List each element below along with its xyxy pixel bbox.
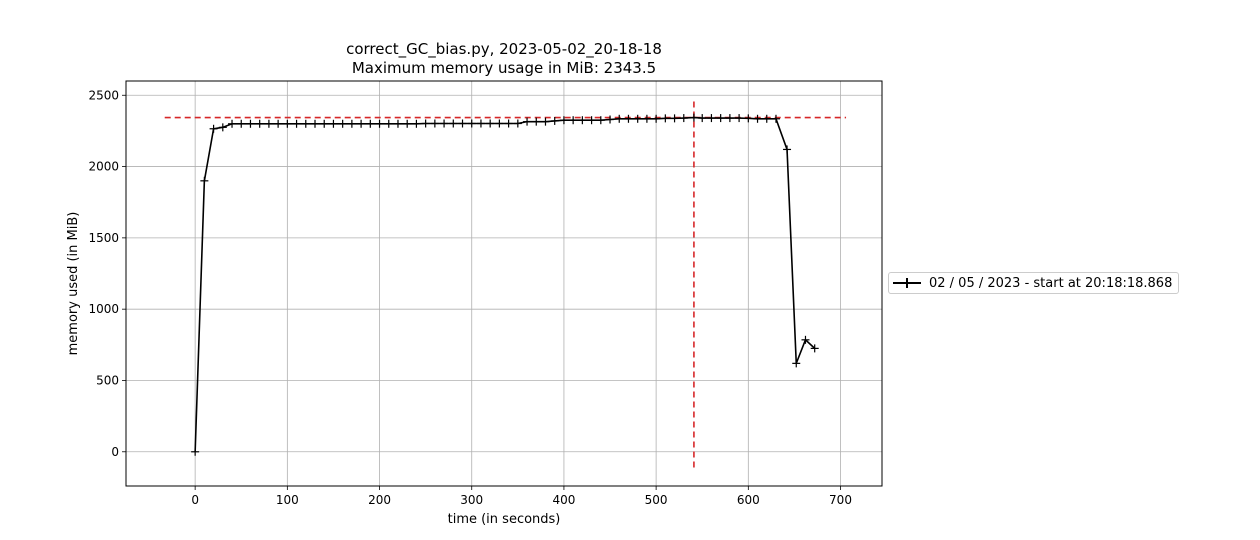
data-point-marker — [421, 119, 430, 128]
data-point-marker — [661, 114, 670, 123]
data-point-marker — [569, 116, 578, 125]
data-point-marker — [532, 117, 541, 126]
data-point-marker — [458, 119, 467, 128]
data-point-marker — [255, 119, 264, 128]
chart-title: correct_GC_bias.py, 2023-05-02_20-18-18 — [346, 40, 662, 58]
data-point-marker — [801, 335, 810, 344]
data-point-marker — [679, 114, 688, 123]
grid — [126, 81, 882, 486]
data-point-marker — [596, 116, 605, 125]
data-point-marker — [449, 119, 458, 128]
chart-subtitle: Maximum memory usage in MiB: 2343.5 — [351, 59, 657, 77]
data-point-marker — [274, 119, 283, 128]
data-point-marker — [578, 116, 587, 125]
data-point-marker — [652, 114, 661, 123]
data-point-marker — [642, 114, 651, 123]
data-point-marker — [476, 119, 485, 128]
x-tick-label: 0 — [191, 493, 199, 507]
data-point-marker — [393, 119, 402, 128]
legend-label: 02 / 05 / 2023 - start at 20:18:18.868 — [929, 275, 1173, 291]
y-tick-label: 2500 — [88, 88, 119, 102]
x-axis-label: time (in seconds) — [448, 512, 561, 527]
x-tick-label: 500 — [645, 493, 668, 507]
data-point-marker — [762, 114, 771, 123]
data-point-marker — [716, 114, 725, 123]
data-point-marker — [735, 114, 744, 123]
data-point-marker — [587, 116, 596, 125]
legend: 02 / 05 / 2023 - start at 20:18:18.868 — [888, 272, 1180, 294]
y-axis-label: memory used (in MiB) — [66, 212, 81, 356]
data-point-marker — [486, 119, 495, 128]
data-point-marker — [523, 117, 532, 126]
x-tick-label: 400 — [552, 493, 575, 507]
x-tick-label: 200 — [368, 493, 391, 507]
data-point-marker — [810, 344, 819, 353]
x-tick-label: 600 — [737, 493, 760, 507]
data-point-marker — [615, 114, 624, 123]
legend-line-marker-icon — [893, 277, 921, 289]
y-tick-label: 1500 — [88, 231, 119, 245]
data-point-marker — [689, 113, 698, 122]
data-point-marker — [792, 359, 801, 368]
data-point-marker — [384, 119, 393, 128]
x-tick-label: 300 — [460, 493, 483, 507]
data-point-marker — [200, 176, 209, 185]
data-point-marker — [744, 114, 753, 123]
data-point-marker — [550, 116, 559, 125]
data-point-marker — [209, 124, 218, 133]
data-point-marker — [228, 119, 237, 128]
data-point-marker — [606, 115, 615, 124]
data-point-marker — [725, 114, 734, 123]
data-point-marker — [670, 114, 679, 123]
data-point-marker — [338, 119, 347, 128]
data-point-marker — [430, 119, 439, 128]
data-point-marker — [320, 119, 329, 128]
data-point-marker — [412, 119, 421, 128]
series-line — [194, 116, 816, 452]
data-point-marker — [771, 114, 780, 123]
data-point-marker — [357, 119, 366, 128]
data-point-marker — [783, 145, 792, 154]
data-point-marker — [218, 123, 227, 132]
data-point-marker — [504, 119, 513, 128]
data-point-marker — [513, 119, 522, 128]
data-point-marker — [292, 119, 301, 128]
data-point-marker — [301, 119, 310, 128]
data-point-marker — [347, 119, 356, 128]
y-tick-label: 1000 — [88, 302, 119, 316]
ticks: 0 100 200 300 400 500 600 700 0 500 1000 1500 2000 25… — [88, 88, 852, 507]
data-point-marker — [264, 119, 273, 128]
data-point-marker — [237, 119, 246, 128]
plot-frame — [125, 80, 883, 487]
data-point-marker — [366, 119, 375, 128]
data-point-marker — [633, 114, 642, 123]
data-point-marker — [698, 114, 707, 123]
x-tick-label: 700 — [829, 493, 852, 507]
y-tick-label: 0 — [111, 445, 119, 459]
data-point-marker — [311, 119, 319, 128]
data-point-marker — [440, 119, 449, 128]
data-point-marker — [624, 114, 633, 123]
data-point-marker — [283, 119, 292, 128]
reference-lines — [164, 100, 847, 468]
data-point-marker — [329, 119, 338, 128]
y-tick-label: 2000 — [88, 160, 119, 174]
data-point-marker — [191, 447, 200, 456]
data-point-marker — [559, 116, 568, 125]
x-tick-label: 100 — [276, 493, 299, 507]
data-point-marker — [246, 119, 255, 128]
data-point-marker — [495, 119, 504, 128]
data-point-marker — [403, 119, 412, 128]
data-point-marker — [375, 119, 384, 128]
series-layer — [191, 113, 819, 456]
y-tick-label: 500 — [96, 373, 119, 387]
data-point-marker — [753, 114, 762, 123]
data-point-marker — [467, 119, 476, 128]
data-point-marker — [707, 114, 716, 123]
data-point-marker — [541, 117, 550, 126]
